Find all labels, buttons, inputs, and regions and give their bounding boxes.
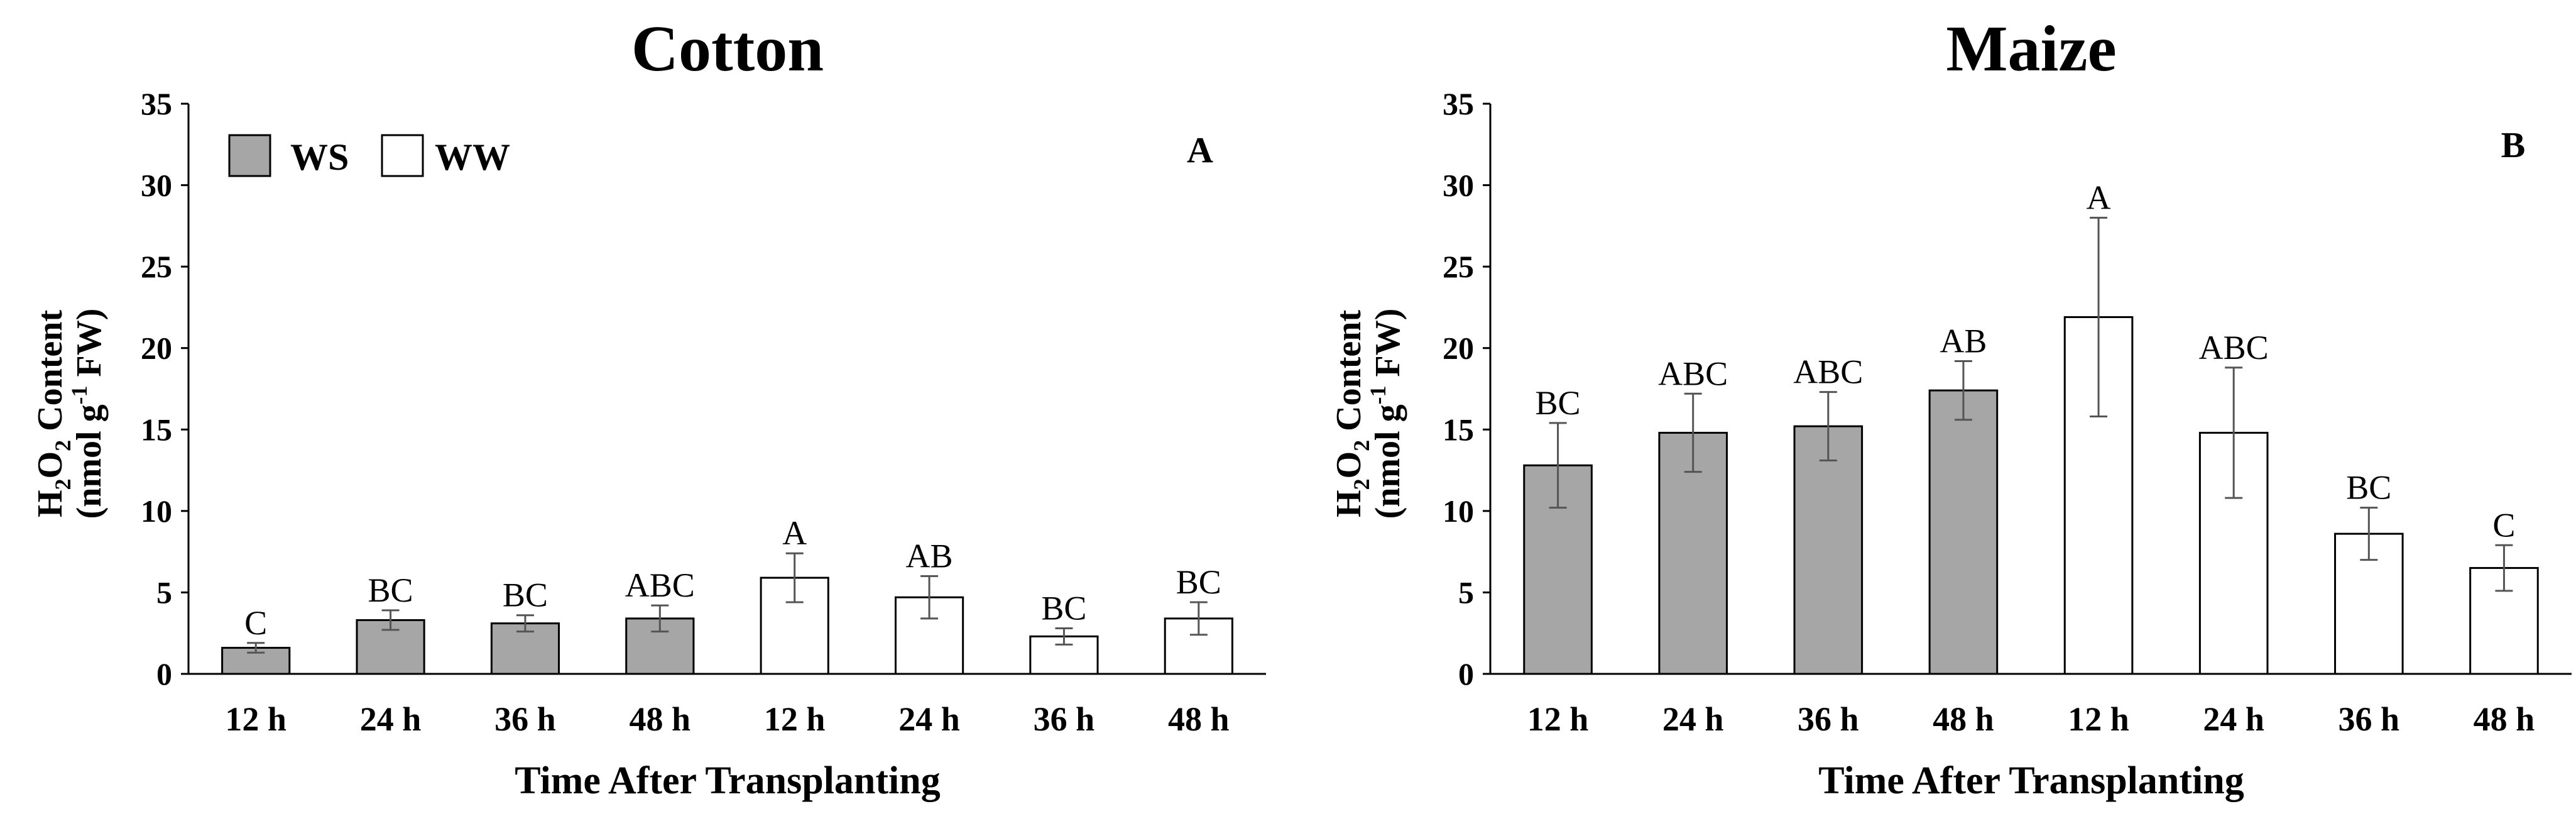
significance-label: ABC — [1658, 355, 1728, 392]
significance-label: BC — [1536, 384, 1581, 422]
panel-label: A — [1187, 129, 1213, 170]
y-tick-label: 35 — [141, 86, 172, 121]
significance-label: ABC — [2199, 329, 2269, 366]
y-tick-label: 0 — [1458, 656, 1474, 691]
y-tick-label: 10 — [141, 493, 172, 529]
x-tick-label: 36 h — [494, 700, 556, 738]
significance-labels: BC ABC ABC AB A ABC BC C — [1536, 179, 2516, 544]
x-tick-label: 48 h — [630, 700, 691, 738]
y-ticks: 0 5 10 15 20 25 30 35 — [1443, 86, 1490, 691]
x-axis-label: Time After Transplanting — [515, 759, 941, 802]
axes — [1489, 104, 2572, 675]
bar — [1793, 425, 1864, 675]
y-axis-label-line2: (nmol g-1 FW) — [1365, 309, 1407, 519]
y-axis-label-line1: H2O2 Content — [31, 310, 75, 517]
x-tick-label: 12 h — [225, 700, 287, 738]
significance-label: AB — [906, 537, 953, 575]
significance-label: C — [244, 604, 267, 642]
panel-label: B — [2501, 124, 2526, 165]
significance-label: BC — [2346, 469, 2391, 507]
panel-maize: Maize B H2O2 Content (nmol g-1 FW) Time … — [1329, 13, 2572, 802]
legend-swatch-ws — [228, 134, 271, 177]
bar — [1928, 389, 1999, 675]
significance-label: BC — [1176, 563, 1221, 601]
significance-label: AB — [1940, 322, 1987, 360]
y-tick-label: 30 — [141, 168, 172, 203]
error-bars — [247, 552, 1208, 654]
x-tick-label: 48 h — [1933, 700, 1994, 738]
x-tick-label: 12 h — [1527, 700, 1589, 738]
x-tick-label: 48 h — [1168, 700, 1230, 738]
significance-label: ABC — [1793, 353, 1863, 391]
significance-label: BC — [368, 571, 413, 609]
y-tick-label: 30 — [1443, 168, 1474, 203]
chart-title: Cotton — [631, 13, 824, 85]
significance-label: C — [2492, 506, 2515, 544]
legend-swatch-ww — [381, 134, 424, 177]
x-tick-label: 24 h — [898, 700, 960, 738]
significance-label: A — [782, 514, 807, 552]
x-tick-label: 24 h — [1662, 700, 1724, 738]
significance-label: ABC — [625, 566, 695, 604]
y-axis-label-line1: H2O2 Content — [1329, 310, 1374, 517]
x-tick-label: 36 h — [2339, 700, 2400, 738]
x-tick-label: 24 h — [360, 700, 422, 738]
x-axis-label: Time After Transplanting — [1818, 759, 2244, 802]
panel-cotton: Cotton A WS WW H2O2 Content (nmol g-1 FW… — [31, 13, 1266, 802]
y-tick-label: 5 — [156, 575, 172, 610]
x-ticks: 12 h 24 h 36 h 48 h 12 h 24 h 36 h 48 h — [225, 700, 1229, 738]
y-tick-label: 20 — [1443, 331, 1474, 366]
y-tick-label: 10 — [1443, 493, 1474, 529]
axes — [187, 104, 1266, 675]
error-bars — [1549, 216, 2513, 592]
y-axis-label-line2: (nmol g-1 FW) — [67, 309, 109, 519]
x-tick-label: 12 h — [2068, 700, 2129, 738]
legend-label-ws: WS — [290, 136, 349, 178]
x-tick-label: 48 h — [2474, 700, 2535, 738]
y-tick-label: 20 — [141, 331, 172, 366]
significance-label: BC — [1041, 589, 1086, 627]
significance-labels: C BC BC ABC A AB BC BC — [244, 514, 1221, 642]
bar — [490, 622, 560, 675]
y-tick-label: 25 — [1443, 249, 1474, 284]
y-tick-label: 0 — [156, 656, 172, 691]
y-axis-label: H2O2 Content (nmol g-1 FW) — [31, 309, 109, 519]
x-ticks: 12 h 24 h 36 h 48 h 12 h 24 h 36 h 48 h — [1527, 700, 2535, 738]
x-tick-label: 36 h — [1798, 700, 1859, 738]
significance-label: BC — [503, 576, 548, 614]
y-tick-label: 15 — [141, 412, 172, 447]
x-tick-label: 12 h — [764, 700, 826, 738]
y-tick-label: 35 — [1443, 86, 1474, 121]
y-tick-label: 15 — [1443, 412, 1474, 447]
bar — [1164, 617, 1233, 675]
y-tick-label: 5 — [1458, 575, 1474, 610]
legend: WS WW — [228, 134, 510, 178]
x-tick-label: 36 h — [1034, 700, 1095, 738]
significance-label: A — [2087, 179, 2111, 216]
y-tick-label: 25 — [141, 249, 172, 284]
chart-title: Maize — [1946, 13, 2116, 85]
y-axis-label: H2O2 Content (nmol g-1 FW) — [1329, 309, 1407, 519]
y-ticks: 0 5 10 15 20 25 30 35 — [141, 86, 188, 691]
x-tick-label: 24 h — [2203, 700, 2264, 738]
legend-label-ww: WW — [435, 136, 510, 178]
